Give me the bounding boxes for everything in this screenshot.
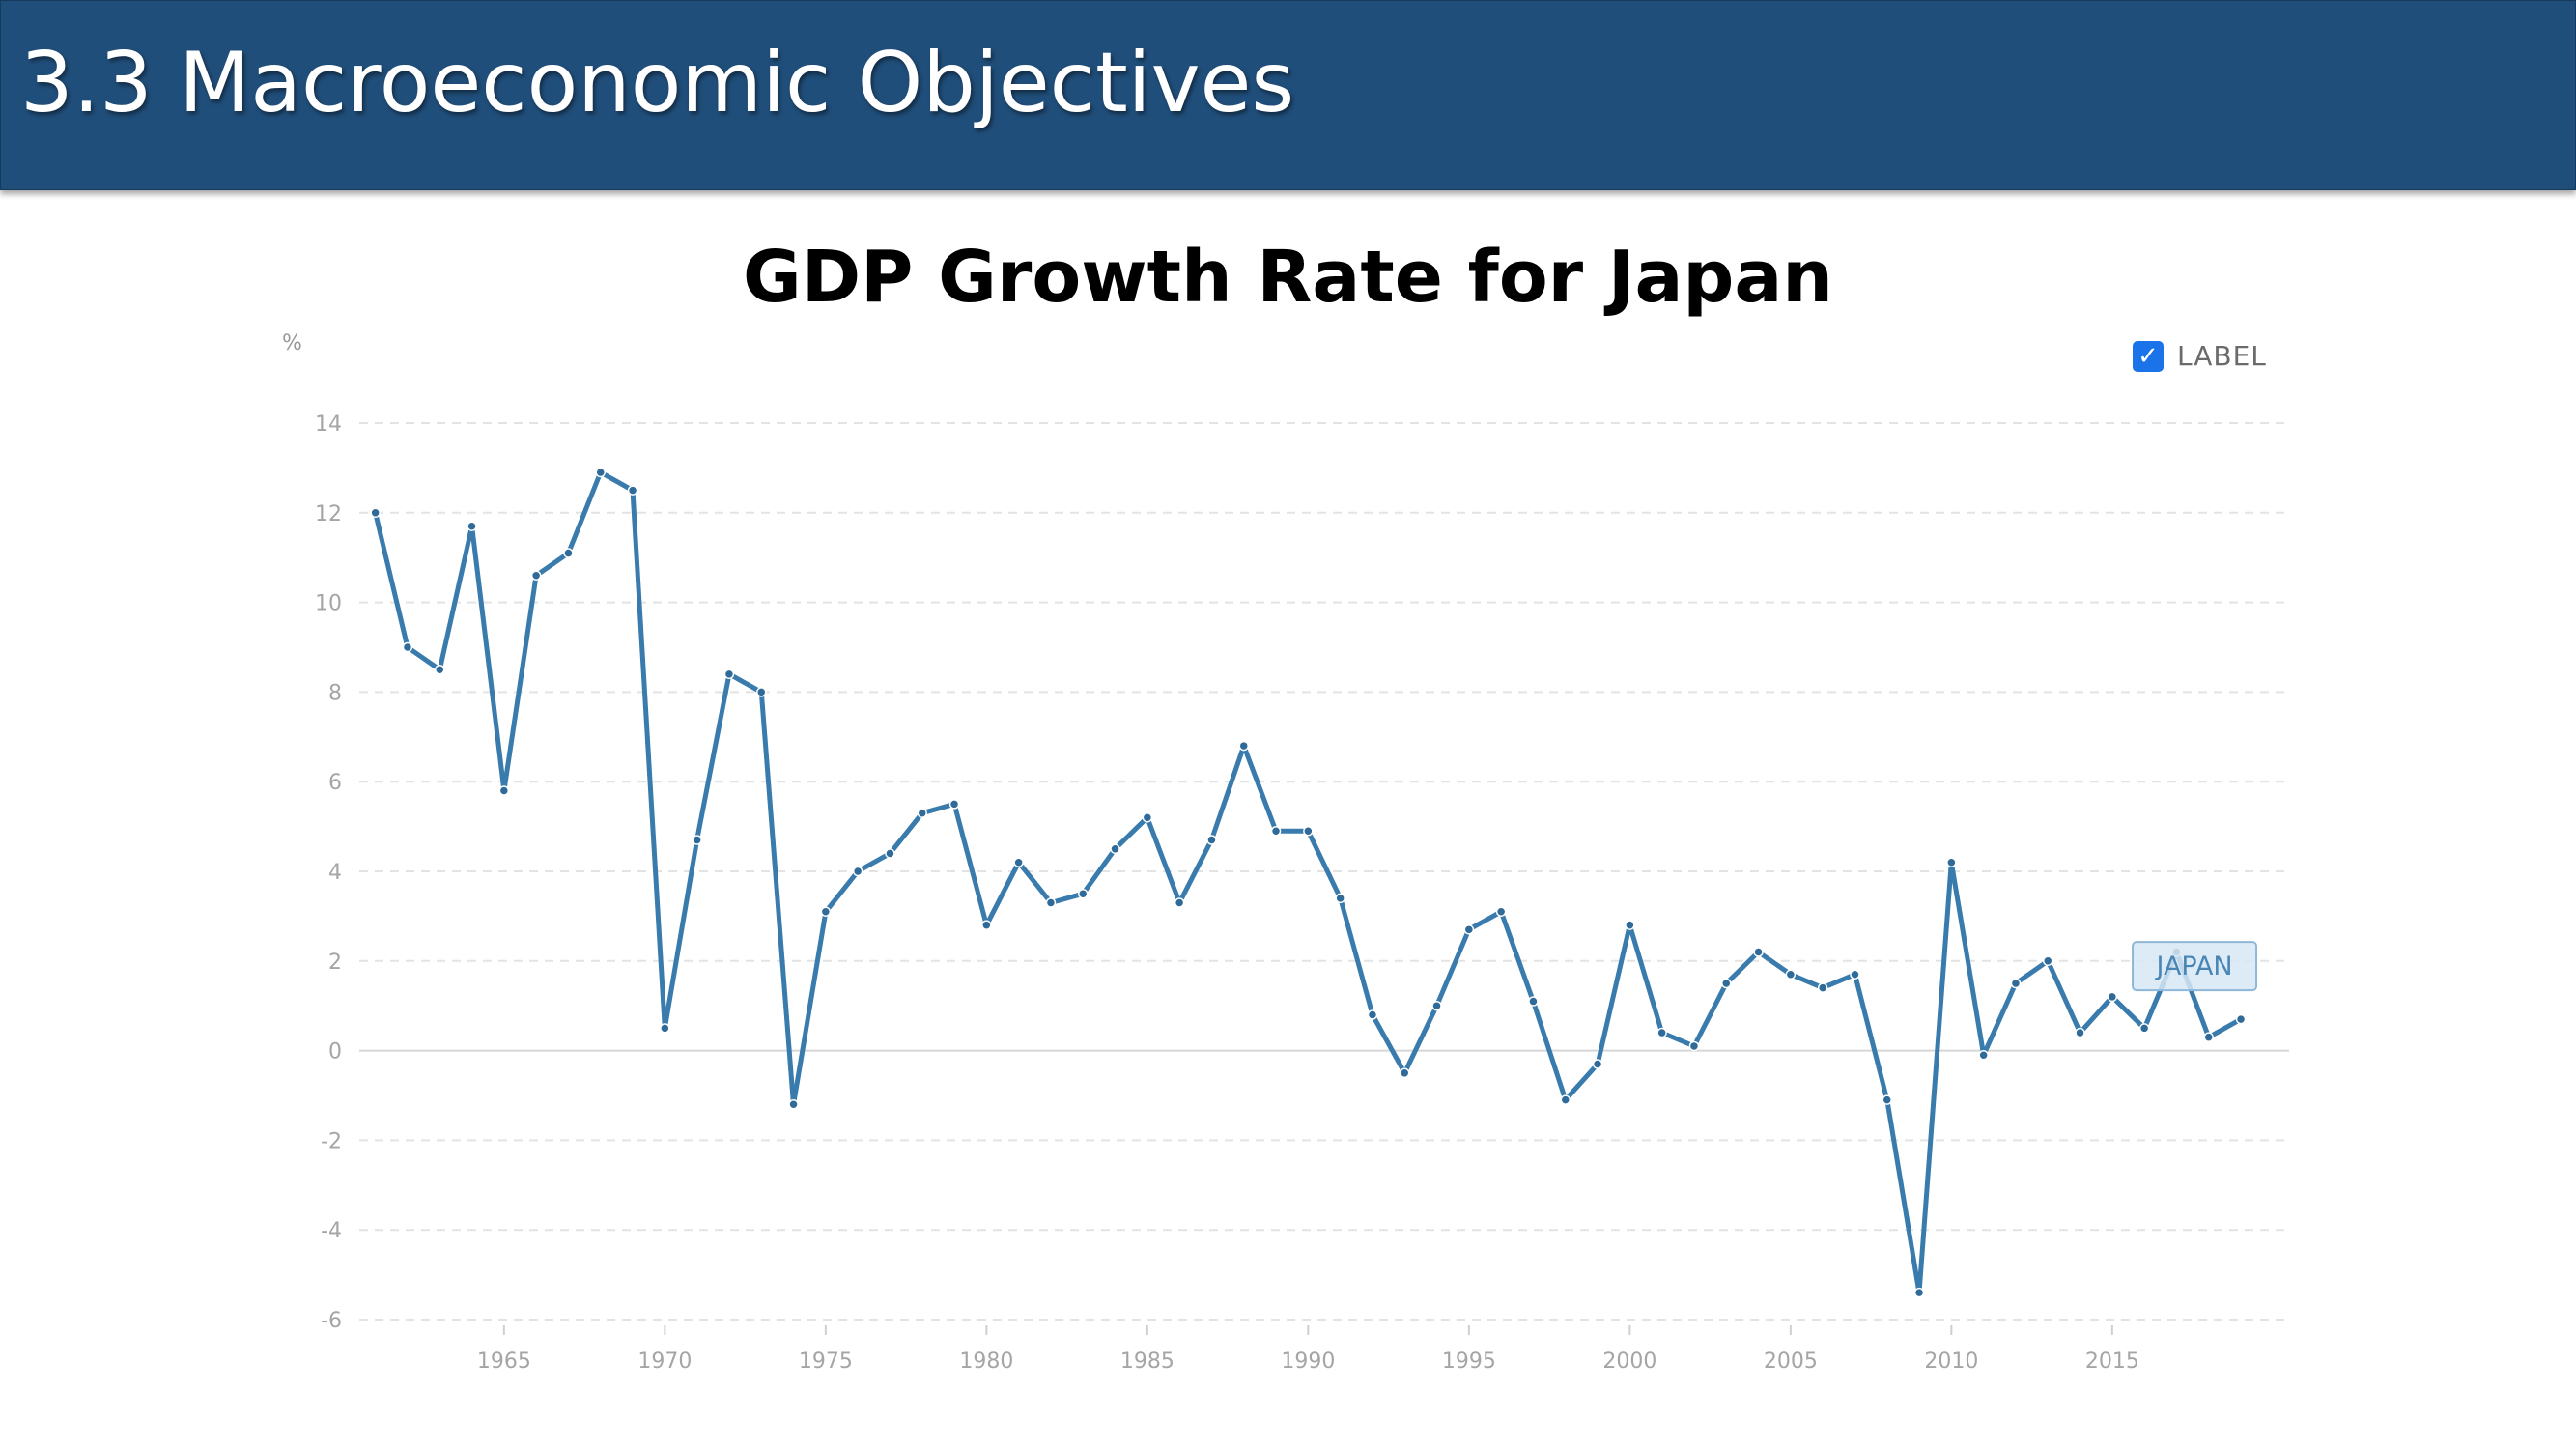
data-point	[2107, 991, 2118, 1003]
data-point	[1656, 1027, 1667, 1038]
slide-title: 3.3 Macroeconomic Objectives	[20, 35, 1295, 131]
data-point	[948, 799, 960, 810]
data-point	[1303, 825, 1314, 837]
data-point	[1367, 1009, 1378, 1020]
series-label-box	[2132, 941, 2258, 992]
y-tick-label: 2	[328, 951, 342, 975]
data-point	[1206, 835, 1217, 845]
data-point	[435, 664, 445, 675]
x-tick-label: 1965	[477, 1350, 531, 1374]
data-point	[756, 687, 767, 697]
checkbox-checked-icon[interactable]: ✓	[2133, 340, 2164, 372]
data-point	[820, 906, 832, 918]
data-point	[2075, 1027, 2085, 1038]
y-tick-label: -4	[321, 1219, 342, 1243]
y-tick-label: 12	[315, 502, 342, 526]
data-point	[1463, 924, 1475, 935]
x-tick-label: 1970	[637, 1350, 692, 1374]
data-point	[2043, 955, 2053, 967]
data-point	[852, 866, 863, 877]
x-tick-label: 2000	[1602, 1350, 1656, 1374]
data-point	[1946, 857, 1957, 867]
data-point	[1817, 982, 1828, 993]
x-tick-label: 1975	[799, 1350, 853, 1374]
data-point	[917, 808, 927, 818]
data-point	[467, 521, 477, 531]
data-point	[1785, 969, 1797, 980]
data-point	[1335, 893, 1345, 904]
data-point	[1013, 857, 1024, 867]
data-point	[1721, 978, 1732, 989]
y-tick-label: -6	[321, 1309, 342, 1333]
x-tick-label: 1980	[959, 1350, 1013, 1374]
y-axis-unit-label: %	[282, 331, 302, 355]
data-point	[1238, 740, 1249, 752]
label-toggle[interactable]: ✓ LABEL	[2133, 340, 2267, 372]
y-tick-label: 8	[328, 681, 342, 705]
data-point	[1078, 888, 1089, 899]
data-point	[2203, 1032, 2214, 1042]
data-point	[1174, 897, 1185, 908]
y-tick-label: 6	[328, 771, 342, 795]
data-point	[1882, 1094, 1892, 1105]
data-point	[1495, 906, 1507, 918]
data-point	[1592, 1059, 1603, 1069]
series-label: JAPAN	[2154, 952, 2232, 981]
slide-header: 3.3 Macroeconomic Objectives	[0, 0, 2576, 190]
data-point	[2010, 978, 2022, 989]
data-point	[1560, 1094, 1571, 1105]
data-point	[627, 485, 638, 496]
data-point	[2235, 1013, 2247, 1025]
data-point	[1850, 969, 1860, 980]
x-tick-label: 1985	[1120, 1350, 1175, 1374]
data-point	[1431, 1000, 1442, 1011]
data-point	[1110, 843, 1120, 855]
y-tick-label: 4	[328, 861, 342, 885]
x-tick-label: 1995	[1442, 1350, 1496, 1374]
data-point	[1142, 812, 1153, 823]
data-point	[885, 848, 895, 859]
data-point	[788, 1099, 799, 1110]
y-tick-label: 0	[328, 1040, 342, 1065]
data-point	[1528, 996, 1539, 1007]
data-point	[660, 1023, 670, 1034]
data-point	[563, 548, 574, 558]
series-line	[373, 469, 2244, 1295]
data-point	[1913, 1287, 1925, 1298]
label-toggle-text: LABEL	[2177, 340, 2267, 372]
data-point	[370, 507, 381, 519]
chart-title: GDP Growth Rate for Japan	[742, 236, 1833, 319]
data-point	[595, 467, 606, 478]
data-point	[1045, 897, 1057, 908]
data-point	[1270, 825, 1282, 837]
y-tick-label: 10	[315, 592, 342, 616]
data-point	[1753, 947, 1764, 957]
data-point	[692, 835, 702, 845]
data-point	[498, 785, 510, 796]
data-point	[981, 920, 992, 930]
x-tick-label: 2015	[2085, 1350, 2139, 1374]
x-tick-label: 2010	[1924, 1350, 1978, 1374]
data-point	[1400, 1067, 1410, 1079]
data-point	[723, 668, 735, 680]
data-point	[402, 641, 413, 653]
data-point	[1978, 1049, 1989, 1061]
data-point	[530, 570, 542, 582]
y-tick-label: -2	[321, 1129, 342, 1153]
data-point	[1688, 1040, 1700, 1052]
x-tick-label: 2005	[1764, 1350, 1818, 1374]
y-tick-label: 14	[315, 412, 342, 437]
x-tick-label: 1990	[1281, 1350, 1335, 1374]
data-point	[2138, 1023, 2150, 1034]
data-point	[1625, 920, 1635, 930]
